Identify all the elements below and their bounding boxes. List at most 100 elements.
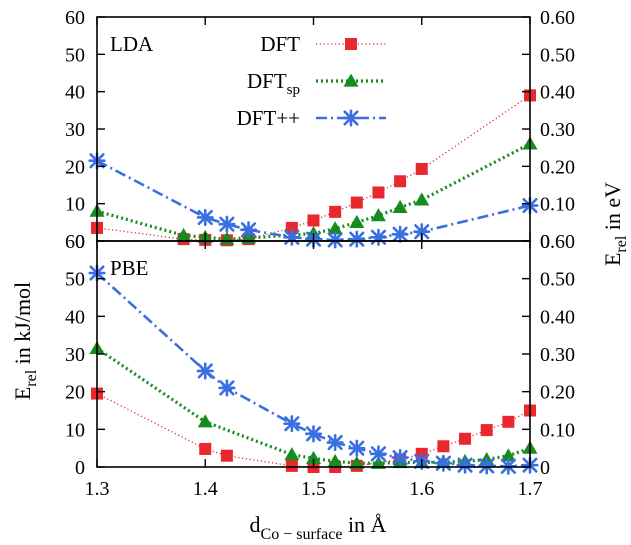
panels: 0 0 10 0.10 20 0.20 30 0.30 40 0.40 50 0.50 60 0.60 LD…	[65, 7, 575, 500]
data-point-dftpppp	[196, 362, 214, 380]
panel-pbe: 0 0 10 0.10 20 0.20 30 0.30 40 0.40 50 0.50 60 0.60 1.…	[65, 231, 575, 500]
data-point-dftpppp	[240, 221, 258, 239]
data-point-dft-sp	[370, 208, 386, 222]
x-tick-label: 1.4	[193, 478, 218, 500]
series-line-dft-sp	[96, 347, 531, 465]
legend-label-main: DFT++	[237, 106, 300, 130]
y-tick-label-right: 0.50	[540, 44, 575, 66]
legend-marker-dftpppp	[342, 109, 360, 127]
legend-marker-dft-sp	[343, 73, 359, 87]
data-point-dft	[394, 175, 407, 188]
x-tick-label: 1.7	[518, 478, 543, 500]
y-tick-label-right: 0.20	[540, 382, 575, 404]
data-point-dft-sp	[284, 447, 300, 461]
y-tick-label-right: 0.30	[540, 344, 575, 366]
y-tick-label-right: 0	[540, 457, 550, 479]
x-axis-title-tail: in Å	[342, 512, 386, 537]
legend-label-main: DFT	[260, 32, 300, 56]
y-axis-title-right-main: E	[600, 253, 625, 266]
data-point-dft	[480, 424, 493, 437]
y-tick-label-right: 0.60	[540, 231, 575, 253]
y-tick-label-left: 10	[65, 194, 85, 216]
data-point-dft-sp	[349, 214, 365, 228]
data-point-dftpppp	[218, 215, 236, 233]
panel-lda: 0 0 10 0.10 20 0.20 30 0.30 40 0.40 50 0.50 60 0.60 LD…	[65, 7, 575, 253]
series-line-dft-sp	[96, 142, 531, 241]
y-axis-title-left-tail: in kJ/mol	[10, 282, 35, 370]
data-point-dft	[329, 205, 342, 218]
data-point-dftpppp	[478, 457, 496, 475]
data-point-dft	[285, 221, 298, 234]
y-axis-title-right-sub: rel	[613, 235, 630, 252]
legend-label-main: DFT	[247, 69, 287, 93]
x-axis-title: dCo − surface in Å	[250, 512, 387, 543]
y-tick-label-left: 20	[65, 382, 85, 404]
y-tick-label-right: 0.20	[540, 156, 575, 178]
data-point-dftpppp	[348, 230, 366, 248]
data-point-dft-sp	[392, 199, 408, 214]
y-tick-label-left: 60	[65, 231, 85, 253]
y-axis-title-left-sub: rel	[23, 369, 40, 386]
y-tick-label-left: 0	[75, 457, 85, 479]
data-point-dftpppp	[304, 425, 323, 443]
data-point-dft-sp	[327, 453, 343, 467]
y-tick-label-left: 30	[65, 344, 85, 366]
y-tick-label-right: 0.10	[540, 194, 575, 216]
y-tick-label-right: 0.40	[540, 82, 575, 104]
data-point-dftpppp	[218, 379, 236, 397]
data-point-dft	[502, 415, 515, 428]
data-point-dft	[459, 432, 472, 445]
series-dft-sp	[89, 340, 538, 469]
data-point-dft	[199, 442, 212, 455]
data-point-dftpppp	[434, 454, 452, 472]
data-point-dftpppp	[283, 228, 301, 246]
data-point-dftpppp	[391, 449, 409, 467]
panel-label-pbe: PBE	[110, 256, 149, 280]
series-dft	[91, 89, 536, 247]
y-axis-title-left-main: E	[10, 387, 35, 400]
data-point-dft	[372, 186, 385, 199]
plot-frame	[96, 16, 531, 242]
y-tick-label-left: 40	[65, 306, 85, 328]
legend-label-dft: DFT	[260, 32, 300, 56]
data-point-dft	[220, 449, 233, 462]
y-tick-label-left: 30	[65, 119, 85, 141]
data-point-dft-sp	[306, 450, 321, 464]
y-axis-title-right-tail: in eV	[600, 182, 625, 236]
data-point-dft-sp	[414, 192, 430, 206]
data-point-dftpppp	[348, 439, 366, 457]
y-tick-label-right: 0.50	[540, 269, 575, 291]
data-point-dft-sp	[197, 414, 213, 428]
y-axis-title-left: Erel in kJ/mol	[10, 282, 40, 400]
x-tick-label: 1.5	[301, 478, 326, 500]
y-tick-label-left: 60	[65, 7, 85, 29]
data-point-dft	[285, 459, 298, 472]
data-point-dftpppp	[391, 225, 409, 243]
data-point-dft	[307, 214, 320, 227]
data-point-dftpppp	[369, 228, 387, 246]
y-tick-label-left: 10	[65, 419, 85, 441]
y-tick-label-left: 20	[65, 156, 85, 178]
data-point-dftpppp	[456, 456, 474, 474]
x-axis-title-sub: Co − surface	[261, 526, 343, 543]
y-axis-title-right: Erel in eV	[600, 182, 630, 266]
data-point-dftpppp	[196, 208, 214, 227]
y-tick-label-left: 50	[65, 269, 85, 291]
legend-label-sub: sp	[287, 82, 300, 98]
legend-label-dftpppp: DFT++	[237, 106, 300, 130]
y-tick-label-right: 0.30	[540, 119, 575, 141]
data-point-dft	[437, 440, 450, 453]
y-tick-label-right: 0.60	[540, 7, 575, 29]
panel-label-lda: LDA	[110, 32, 154, 56]
data-point-dftpppp	[283, 415, 301, 433]
data-point-dft-sp	[327, 221, 343, 235]
x-tick-label: 1.6	[409, 478, 434, 500]
data-point-dft-sp	[349, 455, 365, 469]
y-tick-label-right: 0.40	[540, 306, 575, 328]
legend-marker-dft	[345, 38, 357, 50]
data-point-dftpppp	[326, 231, 344, 249]
y-tick-label-left: 0	[75, 231, 85, 253]
x-axis-title-main: d	[250, 512, 261, 537]
y-tick-label-right: 0	[540, 231, 550, 253]
